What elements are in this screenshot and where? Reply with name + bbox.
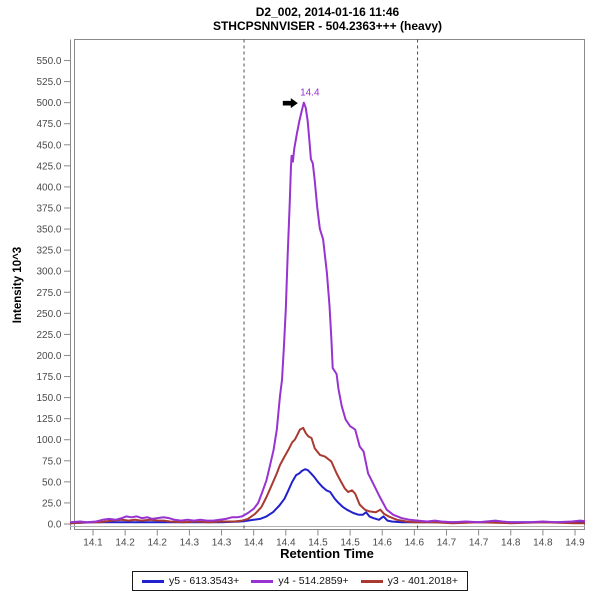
x-tick-label: 14.4 bbox=[244, 538, 264, 549]
legend-label-y3: y3 - 401.2018+ bbox=[387, 575, 459, 587]
legend-box: y5 - 613.3543+ y4 - 514.2859+ y3 - 401.2… bbox=[131, 571, 469, 591]
y-tick-label: 300.0 bbox=[36, 267, 61, 278]
x-tick-label: 14.3 bbox=[180, 538, 200, 549]
y-tick-label: 175.0 bbox=[36, 372, 61, 383]
x-tick-label: 14.4 bbox=[276, 538, 296, 549]
y-tick-label: 425.0 bbox=[36, 161, 61, 172]
legend-swatch-y4 bbox=[251, 579, 274, 583]
peak-arrow-icon bbox=[282, 98, 298, 109]
series-line-y3 bbox=[70, 426, 585, 525]
series-line-y4 bbox=[70, 101, 585, 524]
x-tick-label: 14.6 bbox=[372, 538, 392, 549]
legend-item-y5: y5 - 613.3543+ bbox=[141, 575, 240, 587]
y-tick-label: 75.0 bbox=[42, 456, 62, 467]
legend-label-y4: y4 - 514.2859+ bbox=[278, 575, 349, 587]
legend-label-y5: y5 - 613.3543+ bbox=[168, 575, 240, 587]
plot-frame bbox=[74, 39, 585, 530]
x-tick-label: 14.1 bbox=[83, 538, 103, 549]
peak-rt-annotation: 14.4 bbox=[300, 88, 320, 99]
x-tick-label: 14.7 bbox=[437, 538, 457, 549]
x-tick-label: 14.9 bbox=[565, 538, 585, 549]
legend: y5 - 613.3543+ y4 - 514.2859+ y3 - 401.2… bbox=[0, 571, 600, 591]
y-tick-label: 275.0 bbox=[36, 288, 61, 299]
y-tick-label: 450.0 bbox=[36, 140, 61, 151]
x-tick-label: 14.3 bbox=[212, 538, 232, 549]
y-tick-label: 50.0 bbox=[42, 477, 62, 488]
y-tick-label: 200.0 bbox=[36, 351, 61, 362]
legend-item-y3: y3 - 401.2018+ bbox=[360, 575, 459, 587]
legend-swatch-y5 bbox=[141, 579, 164, 583]
y-tick-label: 150.0 bbox=[36, 393, 61, 404]
y-tick-label: 400.0 bbox=[36, 182, 61, 193]
y-tick-label: 100.0 bbox=[36, 435, 61, 446]
y-tick-label: 25.0 bbox=[42, 498, 62, 509]
y-tick-label: 550.0 bbox=[36, 56, 61, 67]
y-axis-label: Intensity 10^3 bbox=[12, 247, 24, 323]
x-tick-label: 14.8 bbox=[501, 538, 521, 549]
y-tick-label: 500.0 bbox=[36, 98, 61, 109]
x-tick-label: 14.6 bbox=[405, 538, 425, 549]
chart-subtitle: STHCPSNNVISER - 504.2363+++ (heavy) bbox=[212, 19, 443, 33]
y-tick-label: 225.0 bbox=[36, 330, 61, 341]
x-axis-label: Retention Time bbox=[280, 546, 374, 561]
y-tick-label: 0.0 bbox=[48, 520, 62, 531]
y-tick-label: 325.0 bbox=[36, 246, 61, 257]
y-tick-label: 350.0 bbox=[36, 225, 61, 236]
x-tick-label: 14.2 bbox=[115, 538, 135, 549]
y-tick-label: 525.0 bbox=[36, 77, 61, 88]
y-tick-label: 250.0 bbox=[36, 309, 61, 320]
y-tick-label: 475.0 bbox=[36, 119, 61, 130]
x-tick-label: 14.5 bbox=[308, 538, 328, 549]
chart-title: D2_002, 2014-01-16 11:46 bbox=[255, 5, 400, 19]
x-tick-label: 14.7 bbox=[469, 538, 489, 549]
x-tick-label: 14.8 bbox=[533, 538, 553, 549]
legend-item-y4: y4 - 514.2859+ bbox=[251, 575, 349, 587]
chart-header: D2_002, 2014-01-16 11:46 STHCPSNNVISER -… bbox=[70, 5, 585, 33]
x-tick-label: 14.5 bbox=[340, 538, 360, 549]
y-tick-label: 375.0 bbox=[36, 203, 61, 214]
legend-swatch-y3 bbox=[360, 579, 383, 583]
x-tick-label: 14.2 bbox=[148, 538, 168, 549]
series-line-y5 bbox=[70, 468, 585, 525]
plot-area[interactable] bbox=[70, 39, 585, 530]
y-tick-label: 125.0 bbox=[36, 414, 61, 425]
